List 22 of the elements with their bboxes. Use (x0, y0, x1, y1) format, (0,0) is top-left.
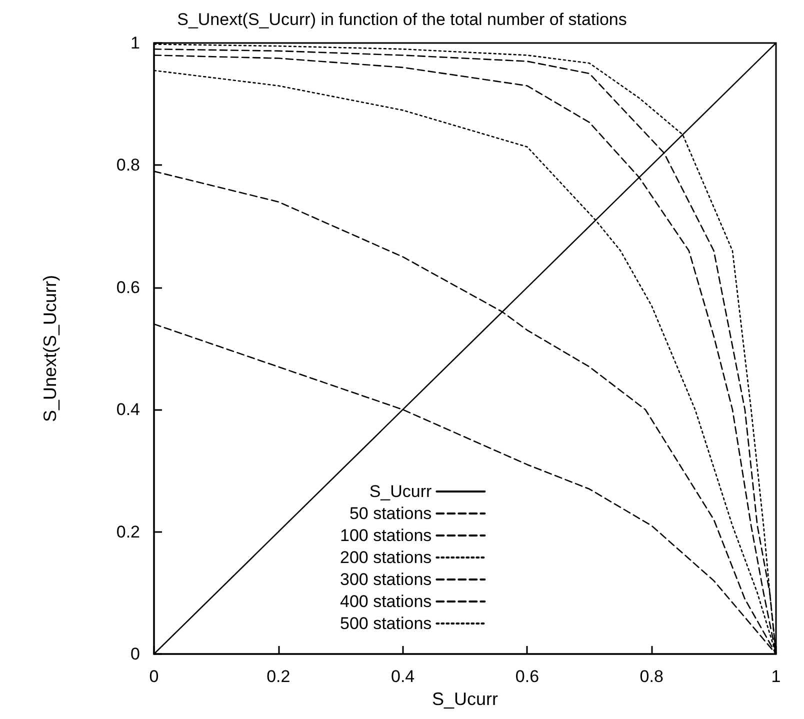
x-tick-label: 0 (149, 667, 159, 686)
y-tick-label: 0.4 (116, 400, 140, 420)
legend-label: S_Ucurr (369, 482, 432, 501)
y-tick-label: 0 (130, 644, 140, 664)
legend-label: 200 stations (340, 548, 432, 567)
y-tick-label: 0.2 (116, 522, 140, 542)
legend-label: 300 stations (340, 570, 432, 589)
y-tick-label: 0.6 (116, 278, 140, 297)
y-axis-title: S_Unext(S_Ucurr) (40, 274, 60, 422)
chart-title: S_Unext(S_Ucurr) in function of the total number of stations (177, 10, 627, 29)
x-tick-label: 0.2 (266, 667, 290, 686)
legend-label: 100 stations (340, 526, 432, 545)
x-axis-title: S_Ucurr (432, 688, 498, 709)
y-tick-label: 0.8 (116, 156, 140, 175)
legend-label: 400 stations (340, 592, 432, 611)
y-tick-label: 1 (130, 34, 140, 52)
x-tick-label: 0.4 (390, 667, 415, 686)
legend-label: 50 stations (349, 504, 432, 523)
x-tick-label: 0.8 (640, 667, 664, 686)
x-tick-label: 1 (771, 667, 781, 686)
legend-label: 500 stations (340, 614, 432, 633)
x-tick-label: 0.6 (515, 667, 540, 686)
